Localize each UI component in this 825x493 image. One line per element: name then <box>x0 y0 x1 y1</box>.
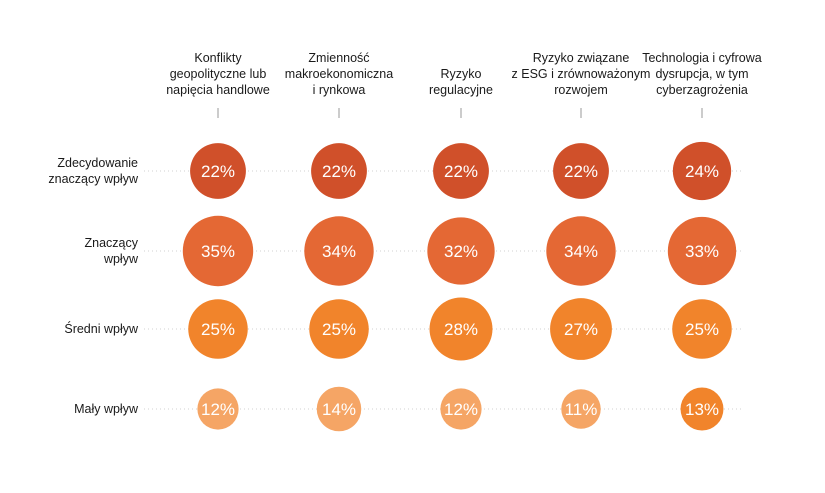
row-label-line: Znaczący <box>85 236 139 250</box>
column-header-line: Ryzyko <box>441 67 482 81</box>
bubble-value-label: 22% <box>201 162 235 181</box>
bubble-value-label: 33% <box>685 242 719 261</box>
row-label-line: wpływ <box>103 252 139 266</box>
bubbles: 22% 22% 22% 22% 24% 35% 34% 32% 34% 33% 25% 25% 28% 2… <box>182 141 737 432</box>
bubble-circle <box>182 215 254 287</box>
bubble-value-label: 22% <box>322 162 356 181</box>
column-header-line: makroekonomiczna <box>285 67 393 81</box>
column-header-line: Zmienność <box>308 51 369 65</box>
bubble-circle <box>546 216 616 286</box>
bubble-circle <box>311 143 367 199</box>
bubble: 25% <box>188 299 248 359</box>
bubble: 11% <box>561 389 601 429</box>
bubble-value-label: 12% <box>444 400 478 419</box>
column-header-line: cyberzagrożenia <box>656 83 748 97</box>
bubble-circle <box>316 386 362 432</box>
bubble: 14% <box>316 386 362 432</box>
bubble: 12% <box>197 388 239 430</box>
bubble: 28% <box>429 297 493 361</box>
bubble-value-label: 34% <box>322 242 356 261</box>
column-header-4: Ryzyko związane z ESG i zrównoważonym rozw… <box>512 51 651 97</box>
bubble-value-label: 11% <box>565 400 598 419</box>
bubble-circle <box>433 143 489 199</box>
column-headers: Konflikty geopolityczne lub napięcia handl… <box>166 51 762 97</box>
row-label-line: Mały wpływ <box>74 402 139 416</box>
row-label-line: Zdecydowanie <box>57 156 138 170</box>
bubble: 22% <box>553 143 609 199</box>
bubble-circle <box>667 216 737 286</box>
bubble-circle <box>188 299 248 359</box>
bubble-circle <box>672 141 732 201</box>
bubble-circle <box>309 299 369 359</box>
bubble: 25% <box>672 299 732 359</box>
column-header-line: Ryzyko związane <box>533 51 630 65</box>
bubble-value-label: 28% <box>444 320 478 339</box>
bubble-circle <box>440 388 482 430</box>
bubble: 22% <box>311 143 367 199</box>
column-header-5: Technologia i cyfrowa dysrupcja, w tym cyb… <box>642 51 762 97</box>
column-header-line: napięcia handlowe <box>166 83 270 97</box>
row-guides <box>144 170 742 410</box>
column-header-2: Zmienność makroekonomiczna i rynkowa <box>285 51 393 97</box>
column-header-line: Technologia i cyfrowa <box>642 51 762 65</box>
bubble-circle <box>427 217 495 285</box>
bubble-value-label: 25% <box>201 320 235 339</box>
bubble: 35% <box>182 215 254 287</box>
bubble-value-label: 32% <box>444 242 478 261</box>
bubble: 22% <box>433 143 489 199</box>
column-header-line: dysrupcja, w tym <box>655 67 748 81</box>
bubble: 34% <box>304 216 374 286</box>
bubble-value-label: 25% <box>322 320 356 339</box>
column-header-line: i rynkowa <box>313 83 366 97</box>
column-header-3: Ryzyko regulacyjne <box>429 67 493 97</box>
column-header-line: Konflikty <box>194 51 242 65</box>
bubble-value-label: 24% <box>685 162 719 181</box>
column-header-line: regulacyjne <box>429 83 493 97</box>
column-header-line: z ESG i zrównoważonym <box>512 67 651 81</box>
row-label-3: Średni wpływ <box>64 321 139 336</box>
bubble-value-label: 25% <box>685 320 719 339</box>
column-header-1: Konflikty geopolityczne lub napięcia handl… <box>166 51 270 97</box>
column-ticks <box>217 108 703 118</box>
bubble: 34% <box>546 216 616 286</box>
bubble: 22% <box>190 143 246 199</box>
bubble: 25% <box>309 299 369 359</box>
bubble-value-label: 14% <box>322 400 356 419</box>
row-label-4: Mały wpływ <box>74 402 139 416</box>
bubble-value-label: 13% <box>685 400 719 419</box>
bubble-value-label: 12% <box>201 400 235 419</box>
row-label-1: Zdecydowanie znaczący wpływ <box>48 156 139 186</box>
bubble-circle <box>553 143 609 199</box>
bubble-value-label: 34% <box>564 242 598 261</box>
bubble-circle <box>561 389 601 429</box>
bubble: 24% <box>672 141 732 201</box>
column-header-line: geopolityczne lub <box>170 67 267 81</box>
bubble-circle <box>304 216 374 286</box>
bubble-value-label: 27% <box>564 320 598 339</box>
bubble-circle <box>550 298 612 360</box>
bubble: 12% <box>440 388 482 430</box>
column-header-line: rozwojem <box>554 83 608 97</box>
bubble-circle <box>197 388 239 430</box>
bubble-value-label: 35% <box>201 242 235 261</box>
bubble-circle <box>190 143 246 199</box>
row-label-2: Znaczący wpływ <box>85 236 139 266</box>
bubble: 32% <box>427 217 495 285</box>
bubble-circle <box>672 299 732 359</box>
bubble: 27% <box>550 298 612 360</box>
row-label-line: Średni wpływ <box>64 321 139 336</box>
bubble-circle <box>429 297 493 361</box>
bubble-circle <box>680 387 724 431</box>
row-labels: Zdecydowanie znaczący wpływ Znaczący wpływ Ś… <box>48 156 139 416</box>
bubble-value-label: 22% <box>564 162 598 181</box>
row-label-line: znaczący wpływ <box>48 172 139 186</box>
bubble-value-label: 22% <box>444 162 478 181</box>
bubble: 13% <box>680 387 724 431</box>
bubble: 33% <box>667 216 737 286</box>
